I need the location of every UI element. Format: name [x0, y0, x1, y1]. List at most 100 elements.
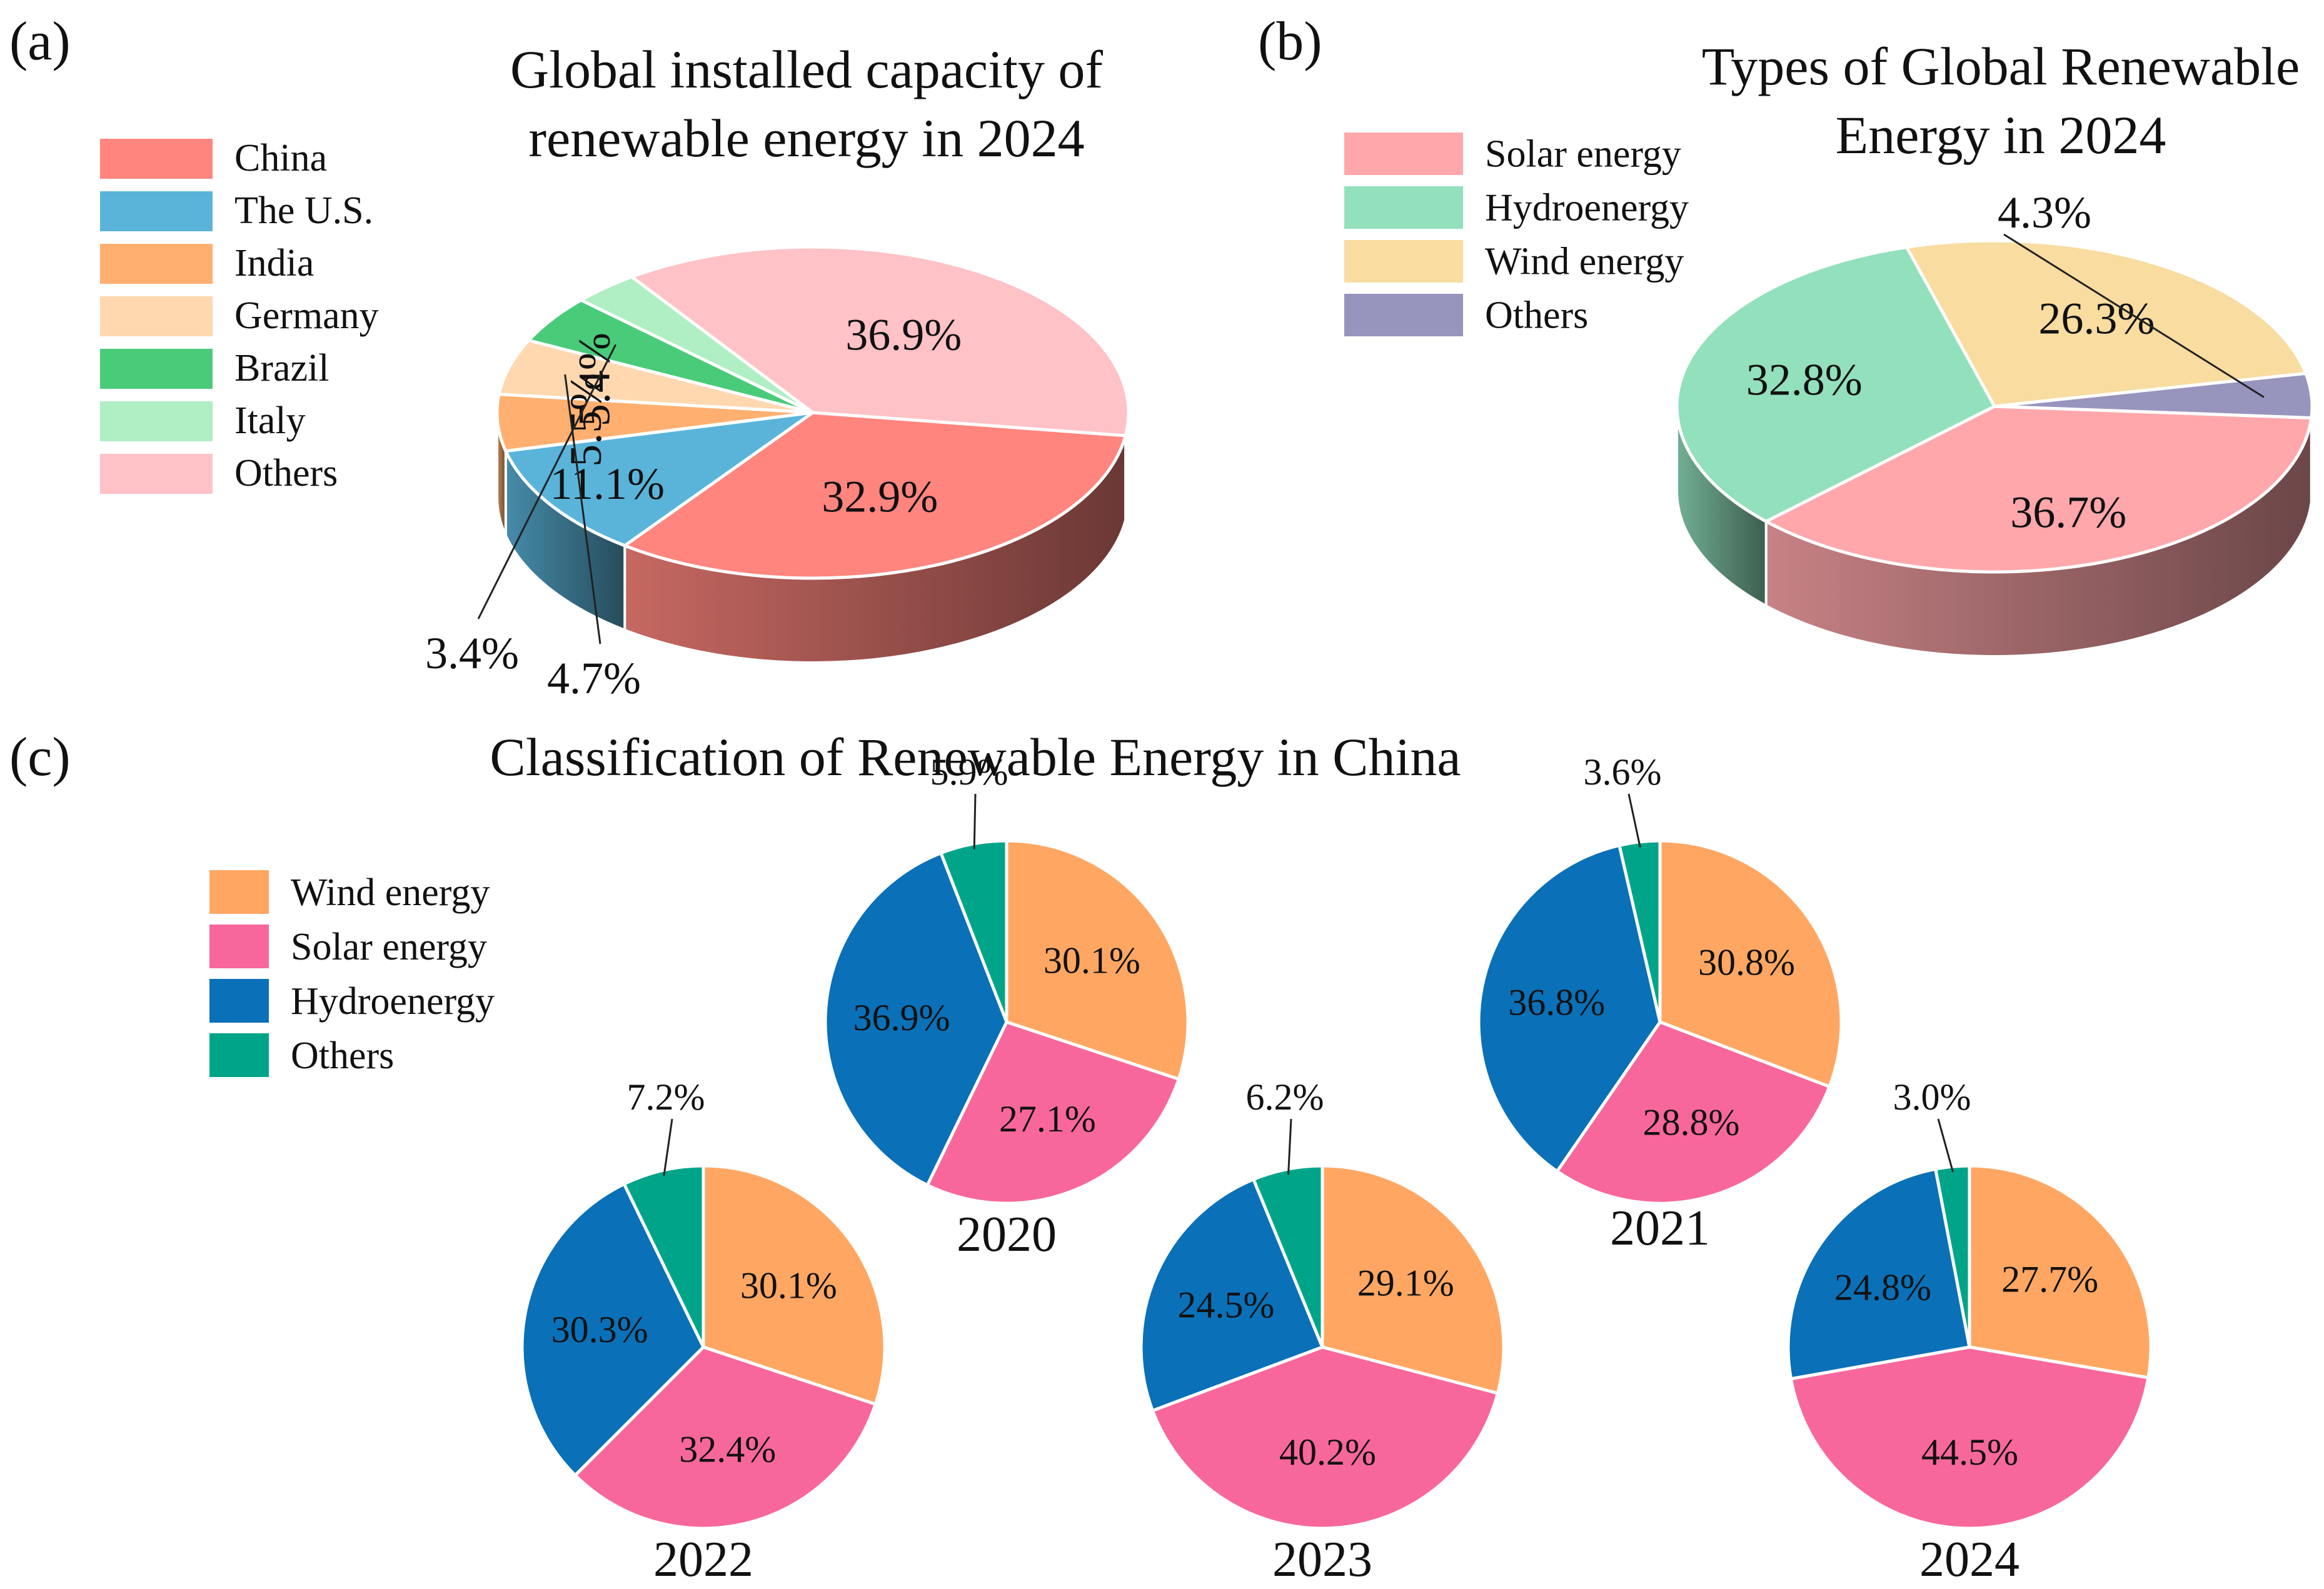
panel-c-2024-slice-others [1933, 1164, 1971, 1348]
panel-a-legend-label-italy: Italy [234, 399, 306, 442]
panel-c-2020-pct-wind-energy: 30.1% [1044, 940, 1140, 981]
panel-c-2023-pct-solar-energy: 40.2% [1279, 1431, 1376, 1473]
panel-c-2023-leader-others [1287, 1118, 1292, 1175]
panel-a-legend-label-others: Others [234, 452, 338, 494]
panel-c-2021-pct-others: 3.6% [1584, 751, 1662, 793]
panel-a-legend: China The U.S. India Germany Brazil Italy Othe… [100, 137, 379, 494]
panel-b-legend: Solar energy Hydroenergy Wind energy Others [1344, 133, 1689, 336]
panel-a-label: (a) [9, 11, 71, 72]
panel-c-legend-swatch-wind-energy [209, 870, 269, 914]
panel-c-2024-slice-solar-energy [1789, 1345, 2150, 1530]
panel-c-legend-label-others: Others [291, 1035, 394, 1077]
panel-c-pie-2022: 30.1% 32.4% 30.3% 7.2% 2022 [520, 1076, 887, 1587]
panel-a-slice-others [628, 245, 1130, 438]
panel-b-title-line-1: Types of Global Renewable [1702, 36, 2300, 96]
panel-b-slice-hydroenergy [1675, 245, 1997, 523]
panel-c-2024-slice-hydroenergy [1786, 1167, 1971, 1381]
panel-a-legend-label-the-u-s: The U.S. [234, 189, 373, 232]
panel-a-legend-swatch-india [100, 244, 213, 284]
panel-c-2024-leader-others [1937, 1118, 1954, 1173]
panel-b-legend-swatch-wind-energy [1344, 240, 1463, 283]
panel-a-global-capacity: (a) Global installed capacity of renewab… [9, 11, 1130, 703]
panel-c-legend-label-solar-energy: Solar energy [291, 926, 487, 968]
panel-c-2022-slice-wind-energy [702, 1164, 887, 1406]
panel-c-pie-2021: 30.8% 28.8% 36.8% 3.6% 2021 [1477, 751, 1843, 1256]
panel-c-2022-pct-hydroenergy: 30.3% [551, 1309, 648, 1350]
panel-c-2024-pct-others: 3.0% [1893, 1076, 1971, 1118]
panel-b-slice-solar-energy [1763, 404, 2313, 574]
panel-a-pct-others: 36.9% [845, 310, 962, 360]
panel-c-2023-pct-hydroenergy: 24.5% [1177, 1285, 1274, 1326]
panel-c-year-label-2022: 2022 [653, 1532, 753, 1587]
panel-c-2022-leader-others [663, 1118, 673, 1176]
panel-b-leader-others [2003, 233, 2265, 398]
panel-a-pct-the-u-s: 11.1% [550, 459, 665, 509]
panel-c-china-classification: (c) Classification of Renewable Energy i… [9, 727, 2153, 1587]
panel-a-leader-italy [477, 344, 616, 619]
panel-a-pct-brazil: 4.7% [547, 653, 641, 703]
panel-c-2021-slice-hydroenergy [1477, 843, 1662, 1174]
panel-c-year-label-2020: 2020 [957, 1207, 1057, 1262]
panel-c-2022-pct-solar-energy: 32.4% [679, 1429, 776, 1470]
panel-c-2020-pct-solar-energy: 27.1% [999, 1098, 1096, 1140]
panel-a-title-line-1: Global installed capacity of [510, 39, 1103, 99]
panel-c-2022-pct-others: 7.2% [627, 1076, 705, 1118]
panel-c-2020-pct-others: 5.9% [930, 751, 1009, 793]
panel-b-legend-label-hydroenergy: Hydroenergy [1485, 186, 1689, 229]
panel-c-2020-leader-others [973, 793, 977, 850]
panel-a-legend-swatch-italy [100, 401, 213, 441]
panel-c-legend-swatch-others [209, 1033, 269, 1077]
panel-a-pct-italy: 3.4% [425, 628, 519, 678]
panel-a-3d-pie: 32.9% 11.1%5.5%5.4% 36.9% 4.7% 3.4% [425, 245, 1130, 703]
panel-a-leader-brazil [564, 374, 601, 644]
panel-b-pct-others: 4.3% [1998, 188, 2091, 238]
panel-b-title-line-2: Energy in 2024 [1836, 105, 2166, 165]
panel-c-2020-slice-wind-energy [1005, 839, 1190, 1081]
panel-c-2022-pct-wind-energy: 30.1% [740, 1265, 837, 1306]
panel-c-2023-slice-wind-energy [1320, 1164, 1506, 1395]
panel-a-pct-india: 5.5% [561, 373, 611, 467]
panel-b-global-types: (b) Types of Global Renewable Energy in … [1258, 11, 2314, 658]
panel-a-legend-swatch-the-u-s [100, 191, 213, 231]
panel-c-year-label-2024: 2024 [1919, 1532, 2020, 1587]
panel-c-title: Classification of Renewable Energy in Ch… [490, 727, 1461, 787]
panel-c-2023-pct-others: 6.2% [1246, 1076, 1324, 1118]
panel-c-pie-2020: 30.1% 27.1% 36.9% 5.9% 2020 [823, 751, 1190, 1262]
panel-c-2021-pct-solar-energy: 28.8% [1642, 1102, 1739, 1143]
panel-b-3d-pie: 36.7% 32.8% 26.3% 4.3% [1675, 188, 2314, 658]
panel-c-label: (c) [9, 727, 71, 788]
panel-c-2020-pct-hydroenergy: 36.9% [853, 997, 950, 1038]
panel-a-pct-germany: 5.4% [570, 333, 620, 426]
panel-c-2021-pct-hydroenergy: 36.8% [1508, 981, 1605, 1023]
panel-c-2020-slice-solar-energy [925, 1020, 1181, 1205]
panel-b-legend-swatch-solar-energy [1344, 133, 1463, 175]
panel-c-2021-slice-wind-energy [1658, 839, 1843, 1089]
panel-b-pct-solar-energy: 36.7% [2010, 487, 2126, 537]
panel-b-legend-swatch-others [1344, 294, 1463, 336]
panel-a-legend-label-india: India [234, 242, 314, 284]
panel-a-slice-germany [497, 338, 813, 414]
panel-a-title-line-2: renewable energy in 2024 [528, 108, 1084, 168]
panel-a-slice-china [621, 411, 1128, 580]
panel-c-year-pies: 30.1% 27.1% 36.9% 5.9% 2020 30.8% 28.8% 36.8% 3.… [520, 751, 2153, 1587]
panel-c-pie-2024: 27.7% 44.5% 24.8% 3.0% 2024 [1786, 1076, 2153, 1587]
panel-c-2023-slice-others [1251, 1164, 1324, 1348]
panel-c-2020-slice-hydroenergy [823, 851, 1009, 1188]
panel-b-pct-wind-energy: 26.3% [2038, 294, 2155, 344]
panel-c-2023-slice-solar-energy [1150, 1345, 1500, 1530]
panel-a-legend-swatch-germany [100, 296, 213, 336]
panel-c-2022-slice-solar-energy [573, 1345, 878, 1530]
panel-c-2024-pct-solar-energy: 44.5% [1921, 1431, 2018, 1473]
panel-b-legend-swatch-hydroenergy [1344, 186, 1463, 229]
panel-c-legend-label-wind-energy: Wind energy [291, 871, 490, 914]
panel-a-legend-label-germany: Germany [234, 294, 379, 337]
panel-c-legend-swatch-solar-energy [209, 925, 269, 968]
panel-b-legend-label-solar-energy: Solar energy [1485, 133, 1681, 175]
panel-c-legend: Wind energy Solar energy Hydroenergy Others [209, 870, 495, 1077]
panel-a-legend-swatch-others [100, 454, 213, 494]
panel-b-legend-label-wind-energy: Wind energy [1485, 240, 1684, 283]
panel-c-2021-slice-solar-energy [1555, 1020, 1832, 1205]
panel-c-2024-pct-hydroenergy: 24.8% [1834, 1267, 1931, 1308]
panel-c-2022-slice-others [621, 1164, 705, 1348]
